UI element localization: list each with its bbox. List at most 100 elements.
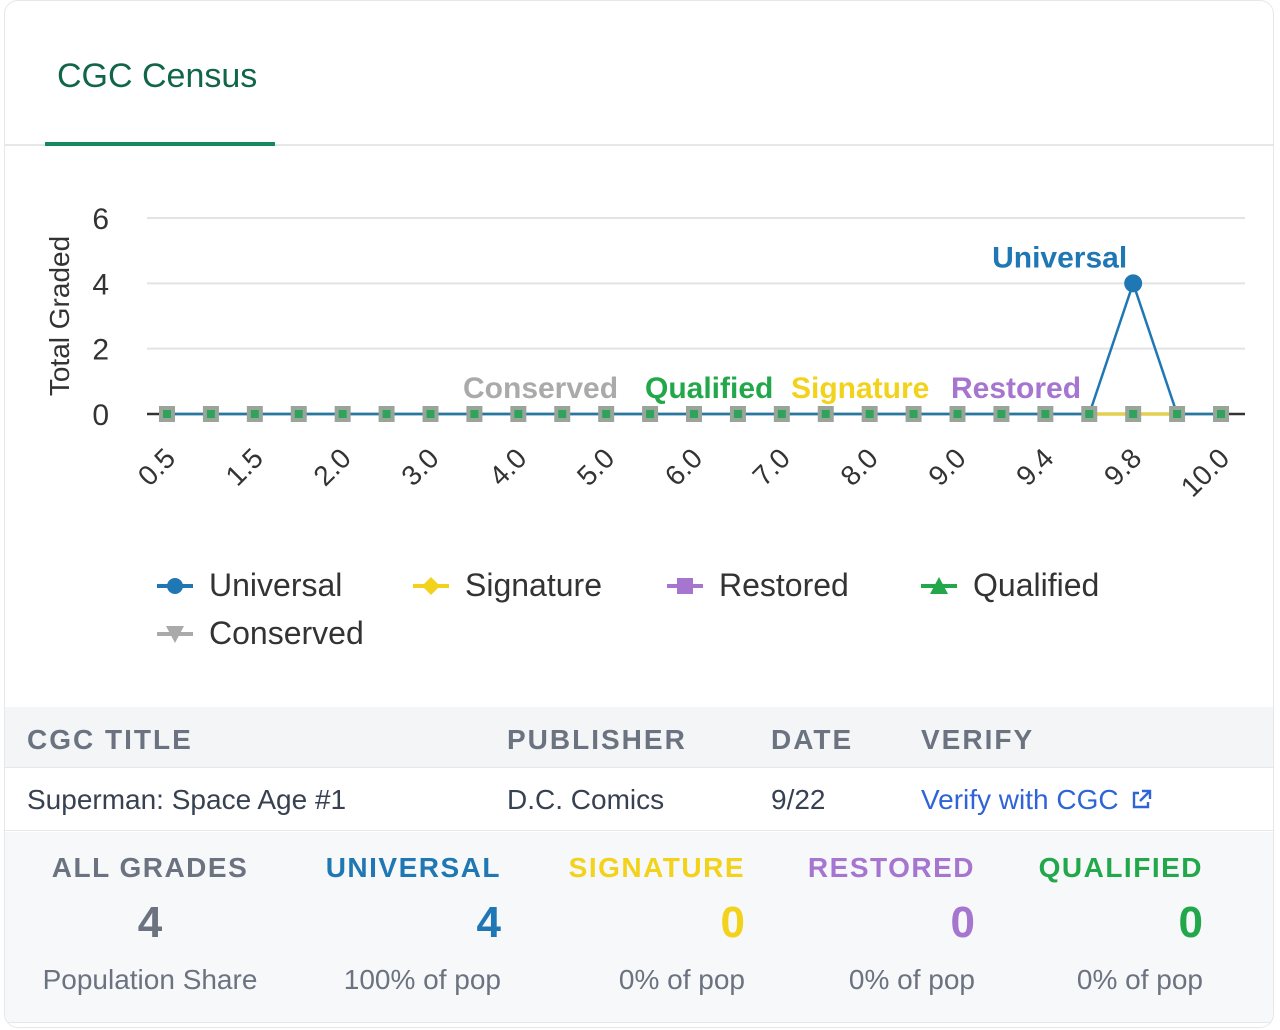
tab-label: CGC Census (57, 57, 258, 95)
x-tick-label: 1.5 (220, 442, 269, 491)
stat-subtitle: 100% of pop (343, 964, 501, 995)
external-link-icon (1132, 789, 1151, 809)
legend-marker-signature (413, 576, 449, 595)
x-tick-label: 7.0 (747, 442, 796, 491)
data-point-universal (1124, 274, 1143, 293)
data-point-marker-inner (1217, 410, 1225, 418)
data-point-marker-inner (777, 410, 786, 418)
data-point-marker-inner (1085, 410, 1094, 418)
stat-subtitle: 0% of pop (1076, 964, 1203, 995)
active-tab-indicator (45, 142, 275, 146)
legend-marker-universal (157, 577, 193, 594)
data-point-marker-inner (250, 410, 259, 418)
x-tick-label: 9.8 (1098, 442, 1147, 491)
legend-label: Universal (209, 567, 343, 603)
series-annotation: Qualified (645, 372, 773, 405)
stat-all-grades: ALL GRADES 4 Population Share (35, 832, 265, 1022)
series-annotation: Universal (992, 241, 1127, 274)
y-tick-label: 4 (92, 268, 109, 301)
data-point-marker-inner (1041, 410, 1050, 418)
data-point-marker-inner (294, 410, 303, 418)
data-point-marker-inner (909, 410, 918, 418)
tab-cgc-census[interactable]: CGC Census (45, 1, 275, 146)
cell-publisher: D.C. Comics (507, 784, 665, 815)
data-point-marker-inner (426, 410, 435, 418)
stat-qualified: QUALIFIED 0 0% of pop (973, 832, 1203, 1022)
legend-item-signature[interactable]: Signature (411, 567, 602, 604)
data-point-marker-inner (470, 410, 479, 418)
stat-value: 4 (137, 898, 163, 947)
legend-item-conserved[interactable]: Conserved (155, 615, 364, 652)
verify-link-label: Verify with CGC (921, 784, 1119, 815)
data-point-marker-inner (338, 410, 347, 418)
data-point-marker-inner (1173, 410, 1182, 418)
data-point-marker-inner (602, 410, 611, 418)
stat-title: UNIVERSAL (325, 852, 501, 883)
stat-restored: RESTORED 0 0% of pop (745, 832, 975, 1022)
stat-value: 4 (476, 898, 501, 947)
cell-title: Superman: Space Age #1 (27, 784, 347, 815)
data-point-marker-inner (997, 410, 1006, 418)
y-tick-label: 6 (92, 203, 109, 236)
column-header-date: DATE (771, 724, 854, 755)
table-header: CGC TITLE PUBLISHER DATE VERIFY (5, 707, 1273, 768)
x-tick-label: 3.0 (395, 442, 444, 491)
x-tick-label: 4.0 (483, 442, 532, 491)
x-tick-label: 0.5 (132, 442, 181, 491)
data-point-marker-inner (821, 410, 830, 418)
stat-title: QUALIFIED (1038, 852, 1203, 883)
legend-item-qualified[interactable]: Qualified (919, 567, 1099, 604)
data-point-marker-inner (646, 410, 655, 418)
data-point-marker-inner (382, 410, 391, 418)
x-tick-label: 9.4 (1010, 442, 1059, 491)
y-axis-label: Total Graded (44, 236, 75, 396)
x-tick-label: 10.0 (1175, 442, 1235, 502)
census-line-chart: 0 2 4 6 Total Graded 0.5 1.5 2.0 3.0 4.0 5.0 6.0 7.0… (44, 203, 1245, 503)
legend-label: Signature (465, 567, 602, 603)
legend-item-universal[interactable]: Universal (155, 567, 342, 604)
column-header-title: CGC TITLE (27, 724, 193, 755)
data-point-marker-inner (206, 410, 215, 418)
cell-date: 9/22 (771, 784, 826, 815)
x-tick-label: 5.0 (571, 442, 620, 491)
verify-with-cgc-link[interactable]: Verify with CGC (921, 784, 1153, 816)
x-tick-label: 9.0 (922, 442, 971, 491)
data-point-marker-inner (163, 410, 171, 418)
stat-signature: SIGNATURE 0 0% of pop (515, 832, 745, 1022)
series-annotation: Conserved (463, 372, 618, 405)
legend-marker-qualified (921, 576, 957, 594)
y-tick-label: 0 (92, 399, 109, 432)
x-tick-label: 8.0 (834, 442, 883, 491)
stat-subtitle: 0% of pop (618, 964, 745, 995)
legend-marker-restored (667, 577, 703, 594)
series-annotation: Restored (951, 372, 1081, 405)
stat-title: RESTORED (807, 852, 975, 883)
stat-value: 0 (720, 898, 745, 947)
stat-title: SIGNATURE (568, 852, 745, 883)
data-point-marker-inner (865, 410, 874, 418)
x-tick-label: 6.0 (659, 442, 708, 491)
legend-label: Restored (719, 567, 849, 603)
column-header-verify: VERIFY (921, 724, 1035, 755)
stat-subtitle: Population Share (42, 964, 258, 995)
x-tick-label: 2.0 (307, 442, 356, 491)
stat-value: 0 (1178, 898, 1203, 947)
y-tick-label: 2 (92, 334, 109, 367)
cgc-census-card: CGC Census 0 2 4 6 Total Graded 0.5 1.5 2.0 3.0 4… (4, 0, 1274, 1028)
column-header-publisher: PUBLISHER (507, 724, 687, 755)
legend-item-restored[interactable]: Restored (665, 567, 849, 604)
legend-label: Qualified (973, 567, 1100, 603)
data-point-marker-inner (690, 410, 698, 418)
census-chart: 0 2 4 6 Total Graded 0.5 1.5 2.0 3.0 4.0 5.0 6.0 7.0… (5, 146, 1273, 706)
legend-marker-conserved (157, 625, 193, 643)
legend-label: Conserved (209, 615, 364, 651)
tab-bar: CGC Census (5, 1, 1273, 146)
stat-subtitle: 0% of pop (848, 964, 975, 995)
data-point-marker-inner (558, 410, 567, 418)
table-row: Superman: Space Age #1 D.C. Comics 9/22 … (5, 768, 1273, 831)
data-point-marker-inner (953, 410, 962, 418)
data-point-marker-inner (1129, 410, 1138, 418)
data-point-marker-inner (514, 410, 523, 418)
series-annotation: Signature (791, 372, 929, 405)
stat-title: ALL GRADES (51, 852, 249, 883)
